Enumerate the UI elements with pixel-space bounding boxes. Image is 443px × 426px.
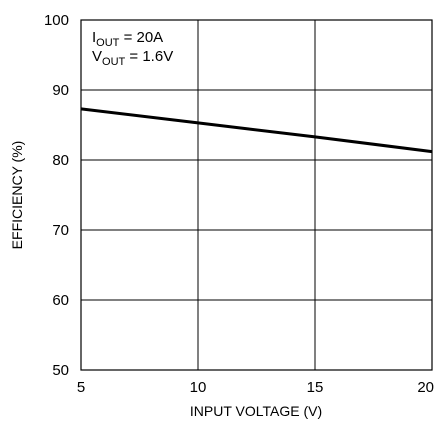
y-tick-label-5: 100 — [44, 12, 69, 29]
x-tick-label-2: 15 — [307, 379, 324, 396]
grid-lines — [81, 20, 432, 370]
annotation-iout: IOUT = 20A — [92, 29, 163, 49]
x-tick-label-1: 10 — [190, 379, 207, 396]
y-tick-labels: 50 60 70 80 90 100 — [44, 12, 69, 379]
y-tick-label-2: 70 — [52, 222, 69, 239]
y-tick-label-3: 80 — [52, 152, 69, 169]
efficiency-line-0 — [80, 107, 433, 154]
y-tick-label-4: 90 — [52, 82, 69, 99]
annotation-vout: VOUT = 1.6V — [92, 48, 173, 68]
series-group — [80, 107, 433, 154]
x-axis-label: INPUT VOLTAGE (V) — [190, 403, 322, 419]
y-axis-label: EFFICIENCY (%) — [9, 141, 25, 250]
x-tick-label-0: 5 — [77, 379, 85, 396]
y-tick-label-0: 50 — [52, 362, 69, 379]
y-tick-label-1: 60 — [52, 292, 69, 309]
plot-frame — [80, 19, 433, 371]
x-tick-label-3: 20 — [417, 379, 434, 396]
x-tick-labels: 5 10 15 20 — [77, 379, 434, 396]
